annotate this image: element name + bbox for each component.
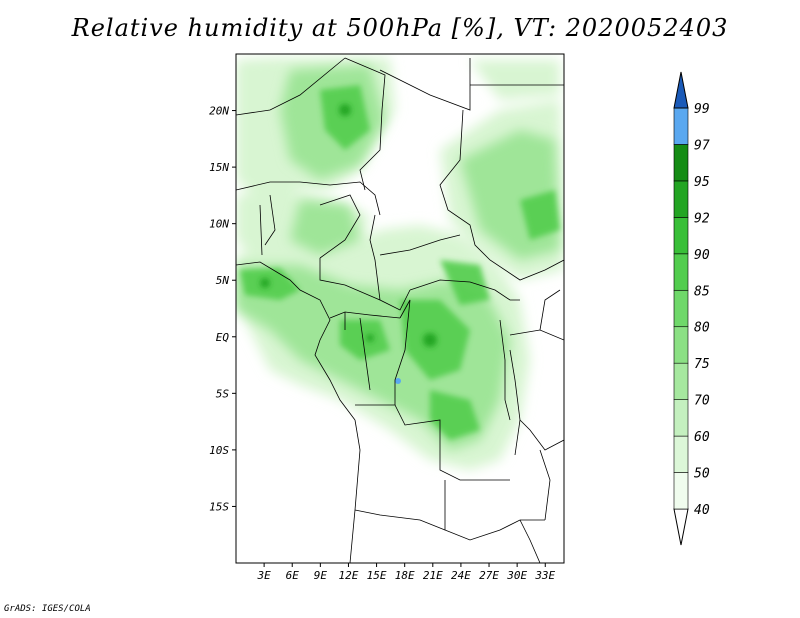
colorbar-band (673, 289, 689, 328)
longitude-axis: 3E 6E 9E 12E 15E 18E 21E 24E 27E 30E 33E (256, 563, 556, 582)
colorbar-label: 92 (694, 211, 710, 226)
colorbar-min-arrow (673, 508, 689, 546)
colorbar-band (673, 399, 689, 437)
lon-tick-label: 33E (534, 569, 555, 582)
lon-tick-label: 18E (395, 569, 415, 582)
colorbar-band (673, 144, 689, 182)
colorbar-band (673, 180, 689, 218)
colorbar-band (673, 107, 689, 145)
colorbar-label: 40 (694, 503, 710, 518)
lat-tick-label: 10N (209, 218, 229, 231)
humidity-shading (236, 58, 564, 470)
high-humidity-spot (395, 378, 401, 384)
colorbar-label: 70 (694, 394, 710, 409)
lon-tick-label: 3E (256, 569, 271, 582)
lat-tick-label: 5S (216, 387, 230, 400)
colorbar-label: 95 (694, 175, 710, 190)
lat-tick-label: 15N (209, 161, 229, 174)
lat-tick-label: 20N (209, 105, 229, 118)
colorbar-label: 60 (694, 430, 710, 445)
colorbar-max-arrow (673, 71, 689, 109)
lon-tick-label: 15E (367, 569, 387, 582)
colorbar-band (673, 435, 689, 473)
colorbar-label: 75 (694, 357, 710, 372)
lat-tick-label: 10S (209, 444, 229, 457)
lon-tick-label: 30E (506, 569, 527, 582)
colorbar: 40 50 60 70 75 80 85 90 92 95 97 99 (673, 71, 710, 546)
colorbar-label: 80 (694, 321, 710, 336)
colorbar-label: 90 (694, 248, 710, 263)
colorbar-band (673, 362, 689, 400)
chart-title: Relative humidity at 500hPa [%], VT: 202… (71, 14, 729, 42)
credit-text: GrADS: IGES/COLA (4, 604, 91, 614)
colorbar-band (673, 472, 689, 510)
colorbar-band (673, 326, 689, 364)
lat-tick-label: EQ (216, 331, 230, 344)
colorbar-label: 97 (694, 138, 710, 153)
lon-tick-label: 21E (423, 569, 443, 582)
lon-tick-label: 12E (339, 569, 359, 582)
lon-tick-label: 9E (314, 569, 328, 582)
colorbar-label: 85 (694, 284, 710, 299)
colorbar-band (673, 217, 689, 255)
lon-tick-label: 27E (479, 569, 499, 582)
colorbar-label: 50 (694, 467, 710, 482)
lon-tick-label: 6E (286, 569, 300, 582)
colorbar-band (673, 253, 689, 291)
lat-tick-label: 15S (209, 500, 229, 513)
colorbar-label: 99 (694, 102, 710, 117)
latitude-axis: 20N 15N 10N 5N EQ 5S 10S 15S (209, 105, 236, 513)
country-borders (236, 57, 564, 563)
lat-tick-label: 5N (216, 274, 230, 287)
lon-tick-label: 24E (451, 569, 471, 582)
map-frame (235, 53, 565, 564)
